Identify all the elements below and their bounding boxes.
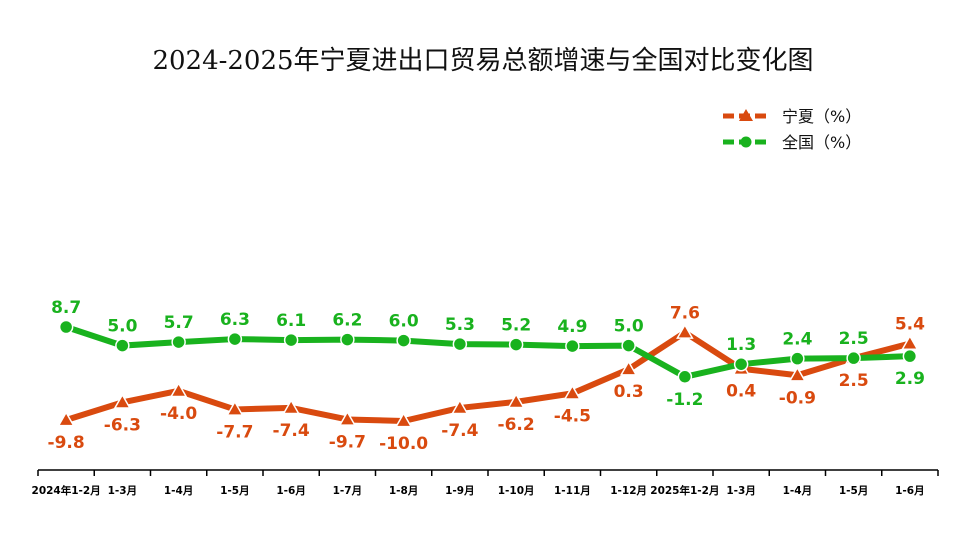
data-point-marker bbox=[451, 398, 469, 415]
x-tick-label: 1-8月 bbox=[389, 485, 418, 497]
data-point-marker bbox=[113, 393, 132, 409]
data-point-marker bbox=[227, 331, 243, 347]
x-tick-label: 2024年1-2月 bbox=[32, 484, 101, 497]
data-label: -9.8 bbox=[48, 433, 85, 453]
data-label: 0.4 bbox=[726, 382, 756, 402]
data-point-marker bbox=[788, 366, 807, 382]
data-label: -7.7 bbox=[216, 422, 253, 442]
x-tick-label: 1-6月 bbox=[895, 485, 924, 497]
data-label: -0.9 bbox=[779, 388, 816, 408]
x-tick-label: 1-5月 bbox=[839, 485, 868, 497]
x-tick-label: 1-3月 bbox=[726, 485, 755, 497]
data-point-marker bbox=[676, 323, 694, 339]
data-label: 5.0 bbox=[614, 317, 644, 337]
data-point-marker bbox=[169, 381, 188, 398]
data-label: 0.3 bbox=[614, 382, 644, 402]
data-label: -4.5 bbox=[554, 406, 591, 426]
legend-marker bbox=[740, 136, 752, 148]
data-label: 6.1 bbox=[276, 311, 306, 331]
data-point-marker bbox=[565, 338, 580, 354]
data-label: -7.4 bbox=[441, 421, 478, 441]
data-point-marker bbox=[340, 332, 355, 347]
legend-label: 宁夏（%） bbox=[782, 107, 861, 126]
x-tick-label: 1-6月 bbox=[276, 485, 305, 497]
data-point-marker bbox=[733, 356, 749, 372]
x-tick-label: 1-4月 bbox=[783, 485, 812, 497]
data-point-marker bbox=[452, 336, 468, 352]
x-tick-label: 1-4月 bbox=[164, 485, 193, 497]
x-tick-label: 1-11月 bbox=[554, 485, 591, 497]
data-label: 1.3 bbox=[726, 335, 756, 355]
x-tick-label: 1-3月 bbox=[108, 485, 137, 497]
x-tick-label: 1-5月 bbox=[220, 485, 249, 497]
x-tick-label: 1-7月 bbox=[333, 485, 362, 497]
data-point-marker bbox=[283, 332, 299, 348]
data-label: 2.9 bbox=[895, 369, 925, 389]
data-point-marker bbox=[508, 337, 524, 352]
data-point-marker bbox=[619, 360, 638, 376]
data-label: -4.0 bbox=[160, 404, 197, 424]
data-label: 5.2 bbox=[501, 316, 531, 336]
data-label: 5.0 bbox=[107, 317, 137, 337]
series-line-0 bbox=[63, 329, 913, 424]
data-point-marker bbox=[396, 333, 411, 348]
data-label: -6.3 bbox=[104, 415, 141, 435]
data-point-marker bbox=[394, 411, 413, 428]
data-label: 5.7 bbox=[164, 313, 194, 333]
data-label: -10.0 bbox=[379, 434, 428, 454]
legend: 宁夏（%） 全国（%） bbox=[723, 107, 861, 152]
data-point-marker bbox=[507, 392, 525, 409]
legend-label: 全国（%） bbox=[782, 133, 861, 152]
data-point-marker bbox=[115, 338, 130, 353]
legend-marker bbox=[739, 109, 753, 121]
chart-title: 2024-2025年宁夏进出口贸易总额增速与全国对比变化图 bbox=[152, 46, 814, 76]
data-point-marker bbox=[790, 351, 805, 366]
data-point-marker bbox=[226, 400, 244, 416]
data-label: 4.9 bbox=[557, 317, 587, 337]
data-label: 7.6 bbox=[670, 304, 700, 324]
data-point-marker bbox=[58, 319, 74, 335]
data-label: 6.2 bbox=[332, 311, 362, 331]
x-axis: 2024年1-2月 1-3月 1-4月 1-5月 1-6月 1-7月 1-8月 1-9月 1-1… bbox=[32, 469, 939, 497]
data-point-marker bbox=[621, 338, 636, 353]
data-label: -6.2 bbox=[498, 415, 535, 435]
data-point-marker bbox=[846, 350, 861, 366]
data-label: 2.5 bbox=[839, 371, 869, 391]
series-line-1 bbox=[63, 324, 913, 380]
data-point-marker bbox=[338, 410, 357, 426]
data-label: 2.4 bbox=[782, 330, 812, 350]
data-label: 8.7 bbox=[51, 298, 81, 318]
x-tick-label: 2025年1-2月 bbox=[650, 484, 719, 497]
data-labels: -9.8 -6.3 -4.0 -7.7 -7.4 -9.7 -10.0 -7.4 -6.2 -4.… bbox=[48, 298, 926, 454]
data-label: 6.3 bbox=[220, 310, 250, 330]
data-point-marker bbox=[57, 410, 75, 427]
data-label: 2.5 bbox=[839, 329, 869, 349]
data-label: -1.2 bbox=[666, 390, 703, 410]
data-point-marker bbox=[902, 348, 918, 364]
data-point-marker bbox=[563, 384, 582, 400]
data-point-marker bbox=[171, 334, 186, 350]
series-markers bbox=[57, 319, 919, 428]
data-label: 5.3 bbox=[445, 315, 475, 335]
series-lines bbox=[63, 324, 913, 424]
x-tick-label: 1-10月 bbox=[498, 485, 535, 497]
data-point-marker bbox=[677, 369, 693, 385]
data-point-marker bbox=[282, 398, 300, 415]
x-tick-label: 1-12月 bbox=[610, 485, 647, 497]
data-label: -7.4 bbox=[273, 421, 310, 441]
data-label: 5.4 bbox=[895, 315, 925, 335]
data-label: 6.0 bbox=[389, 312, 419, 332]
data-label: -9.7 bbox=[329, 432, 366, 452]
x-tick-label: 1-9月 bbox=[445, 485, 474, 497]
